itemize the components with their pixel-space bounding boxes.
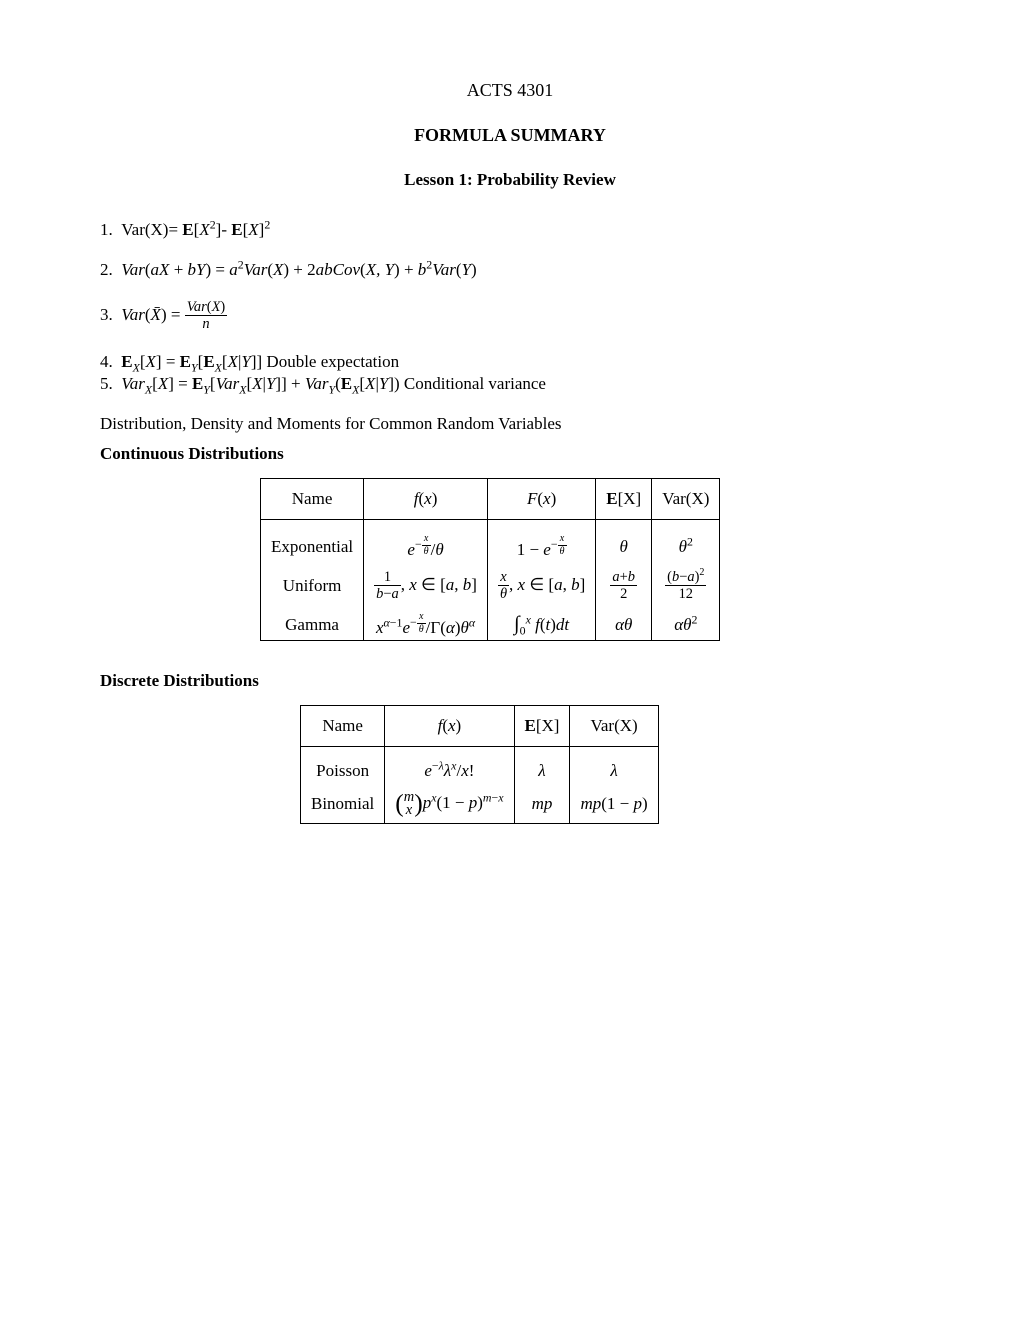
course-code: ACTS 4301 — [100, 80, 920, 101]
table-header-row: Namef(x)E[X]Var(X) — [301, 705, 659, 746]
table-header-cell: f(x) — [385, 705, 514, 746]
continuous-heading: Continuous Distributions — [100, 444, 920, 464]
formula-body: E[X2]- E[X]2 — [182, 220, 270, 239]
formula-body: Var(X̄) = Var(X)n — [121, 305, 227, 324]
formula-prefix: 3. — [100, 305, 121, 324]
table-cell: λ — [570, 746, 658, 785]
table-header-cell: F(x) — [487, 478, 595, 519]
formula-body: VarX[X] = EY[VarX[X|Y]] + VarY(EX[X|Y]) … — [121, 374, 546, 393]
table-cell: αθ — [596, 608, 652, 641]
table-header-cell: Var(X) — [570, 705, 658, 746]
formula-item-5: 5. VarX[X] = EY[VarX[X|Y]] + VarY(EX[X|Y… — [100, 374, 920, 394]
formula-item-2: 2. Var(aX + bY) = a2Var(X) + 2abCov(X, Y… — [100, 260, 920, 280]
discrete-heading: Discrete Distributions — [100, 671, 920, 691]
table-row: Uniform1b−a, x ∈ [a, b]xθ, x ∈ [a, b]a+b… — [261, 564, 720, 608]
formula-list: 1. Var(X)= E[X2]- E[X]2 2. Var(aX + bY) … — [100, 220, 920, 394]
table-header-cell: Name — [261, 478, 364, 519]
table-cell: e−xθ/θ — [364, 519, 488, 564]
table-cell: xθ, x ∈ [a, b] — [487, 564, 595, 608]
table-row: Exponentiale−xθ/θ1 − e−xθθθ2 — [261, 519, 720, 564]
table-cell: e−λλx/x! — [385, 746, 514, 785]
table-header-cell: E[X] — [514, 705, 570, 746]
table-cell: 1b−a, x ∈ [a, b] — [364, 564, 488, 608]
table-cell: ∫0x f(t)dt — [487, 608, 595, 641]
table-row: Gammaxα−1e−xθ/Γ(α)θα∫0x f(t)dtαθαθ2 — [261, 608, 720, 641]
table-row: Binomial(mx)px(1 − p)m−xmpmp(1 − p) — [301, 785, 659, 824]
table-header-cell: Name — [301, 705, 385, 746]
table-row: Poissone−λλx/x!λλ — [301, 746, 659, 785]
table-cell: xα−1e−xθ/Γ(α)θα — [364, 608, 488, 641]
formula-prefix: 4. — [100, 352, 121, 371]
table-cell: αθ2 — [652, 608, 720, 641]
formula-item-1: 1. Var(X)= E[X2]- E[X]2 — [100, 220, 920, 240]
table-cell: a+b2 — [596, 564, 652, 608]
table-cell: 1 − e−xθ — [487, 519, 595, 564]
table-cell: (b−a)212 — [652, 564, 720, 608]
table-cell: Poisson — [301, 746, 385, 785]
table-cell: Binomial — [301, 785, 385, 824]
table-cell: mp — [514, 785, 570, 824]
formula-body: Var(aX + bY) = a2Var(X) + 2abCov(X, Y) +… — [121, 260, 476, 279]
section-intro: Distribution, Density and Moments for Co… — [100, 414, 920, 434]
formula-prefix: 1. Var(X)= — [100, 220, 182, 239]
table-cell: Gamma — [261, 608, 364, 641]
formula-item-3: 3. Var(X̄) = Var(X)n — [100, 300, 920, 332]
discrete-table: Namef(x)E[X]Var(X) Poissone−λλx/x!λλBino… — [300, 705, 659, 824]
table-header-cell: Var(X) — [652, 478, 720, 519]
table-cell: Exponential — [261, 519, 364, 564]
lesson-title: Lesson 1: Probability Review — [100, 170, 920, 190]
formula-prefix: 2. — [100, 260, 121, 279]
continuous-table: Namef(x)F(x)E[X]Var(X) Exponentiale−xθ/θ… — [260, 478, 720, 641]
formula-body: EX[X] = EY[EX[X|Y]] Double expectation — [121, 352, 399, 371]
formula-prefix: 5. — [100, 374, 121, 393]
table-cell: Uniform — [261, 564, 364, 608]
table-cell: λ — [514, 746, 570, 785]
table-cell: (mx)px(1 − p)m−x — [385, 785, 514, 824]
table-cell: θ — [596, 519, 652, 564]
table-header-cell: E[X] — [596, 478, 652, 519]
table-header-row: Namef(x)F(x)E[X]Var(X) — [261, 478, 720, 519]
table-header-cell: f(x) — [364, 478, 488, 519]
formula-item-4: 4. EX[X] = EY[EX[X|Y]] Double expectatio… — [100, 352, 920, 372]
table-cell: mp(1 − p) — [570, 785, 658, 824]
page-title: FORMULA SUMMARY — [100, 125, 920, 146]
table-cell: θ2 — [652, 519, 720, 564]
